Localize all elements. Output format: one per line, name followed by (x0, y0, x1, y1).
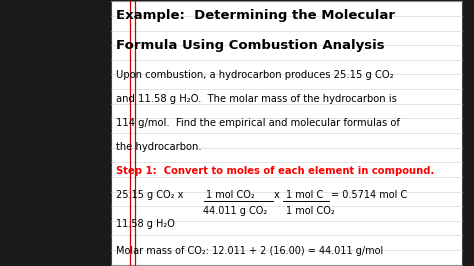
Text: 11.58 g H₂O: 11.58 g H₂O (116, 219, 175, 230)
Text: Formula Using Combustion Analysis: Formula Using Combustion Analysis (116, 39, 385, 52)
Text: Step 1:  Convert to moles of each element in compound.: Step 1: Convert to moles of each element… (116, 166, 435, 176)
Text: 1 mol CO₂: 1 mol CO₂ (206, 190, 255, 200)
Text: and 11.58 g H₂O.  The molar mass of the hydrocarbon is: and 11.58 g H₂O. The molar mass of the h… (116, 94, 397, 105)
Text: 44.011 g CO₂: 44.011 g CO₂ (203, 206, 267, 216)
Text: 1 mol CO₂: 1 mol CO₂ (286, 206, 335, 216)
Text: 1 mol C: 1 mol C (286, 190, 323, 200)
FancyBboxPatch shape (111, 1, 462, 265)
Text: the hydrocarbon.: the hydrocarbon. (116, 142, 202, 152)
Text: = 0.5714 mol C: = 0.5714 mol C (331, 190, 407, 200)
Text: 25.15 g CO₂ x: 25.15 g CO₂ x (116, 190, 183, 200)
Text: Example:  Determining the Molecular: Example: Determining the Molecular (116, 9, 395, 22)
Text: Upon combustion, a hydrocarbon produces 25.15 g CO₂: Upon combustion, a hydrocarbon produces … (116, 70, 394, 81)
Text: 114 g/mol.  Find the empirical and molecular formulas of: 114 g/mol. Find the empirical and molecu… (116, 118, 400, 128)
Text: x: x (273, 190, 279, 200)
Text: Molar mass of CO₂: 12.011 + 2 (16.00) = 44.011 g/mol: Molar mass of CO₂: 12.011 + 2 (16.00) = … (116, 246, 383, 256)
